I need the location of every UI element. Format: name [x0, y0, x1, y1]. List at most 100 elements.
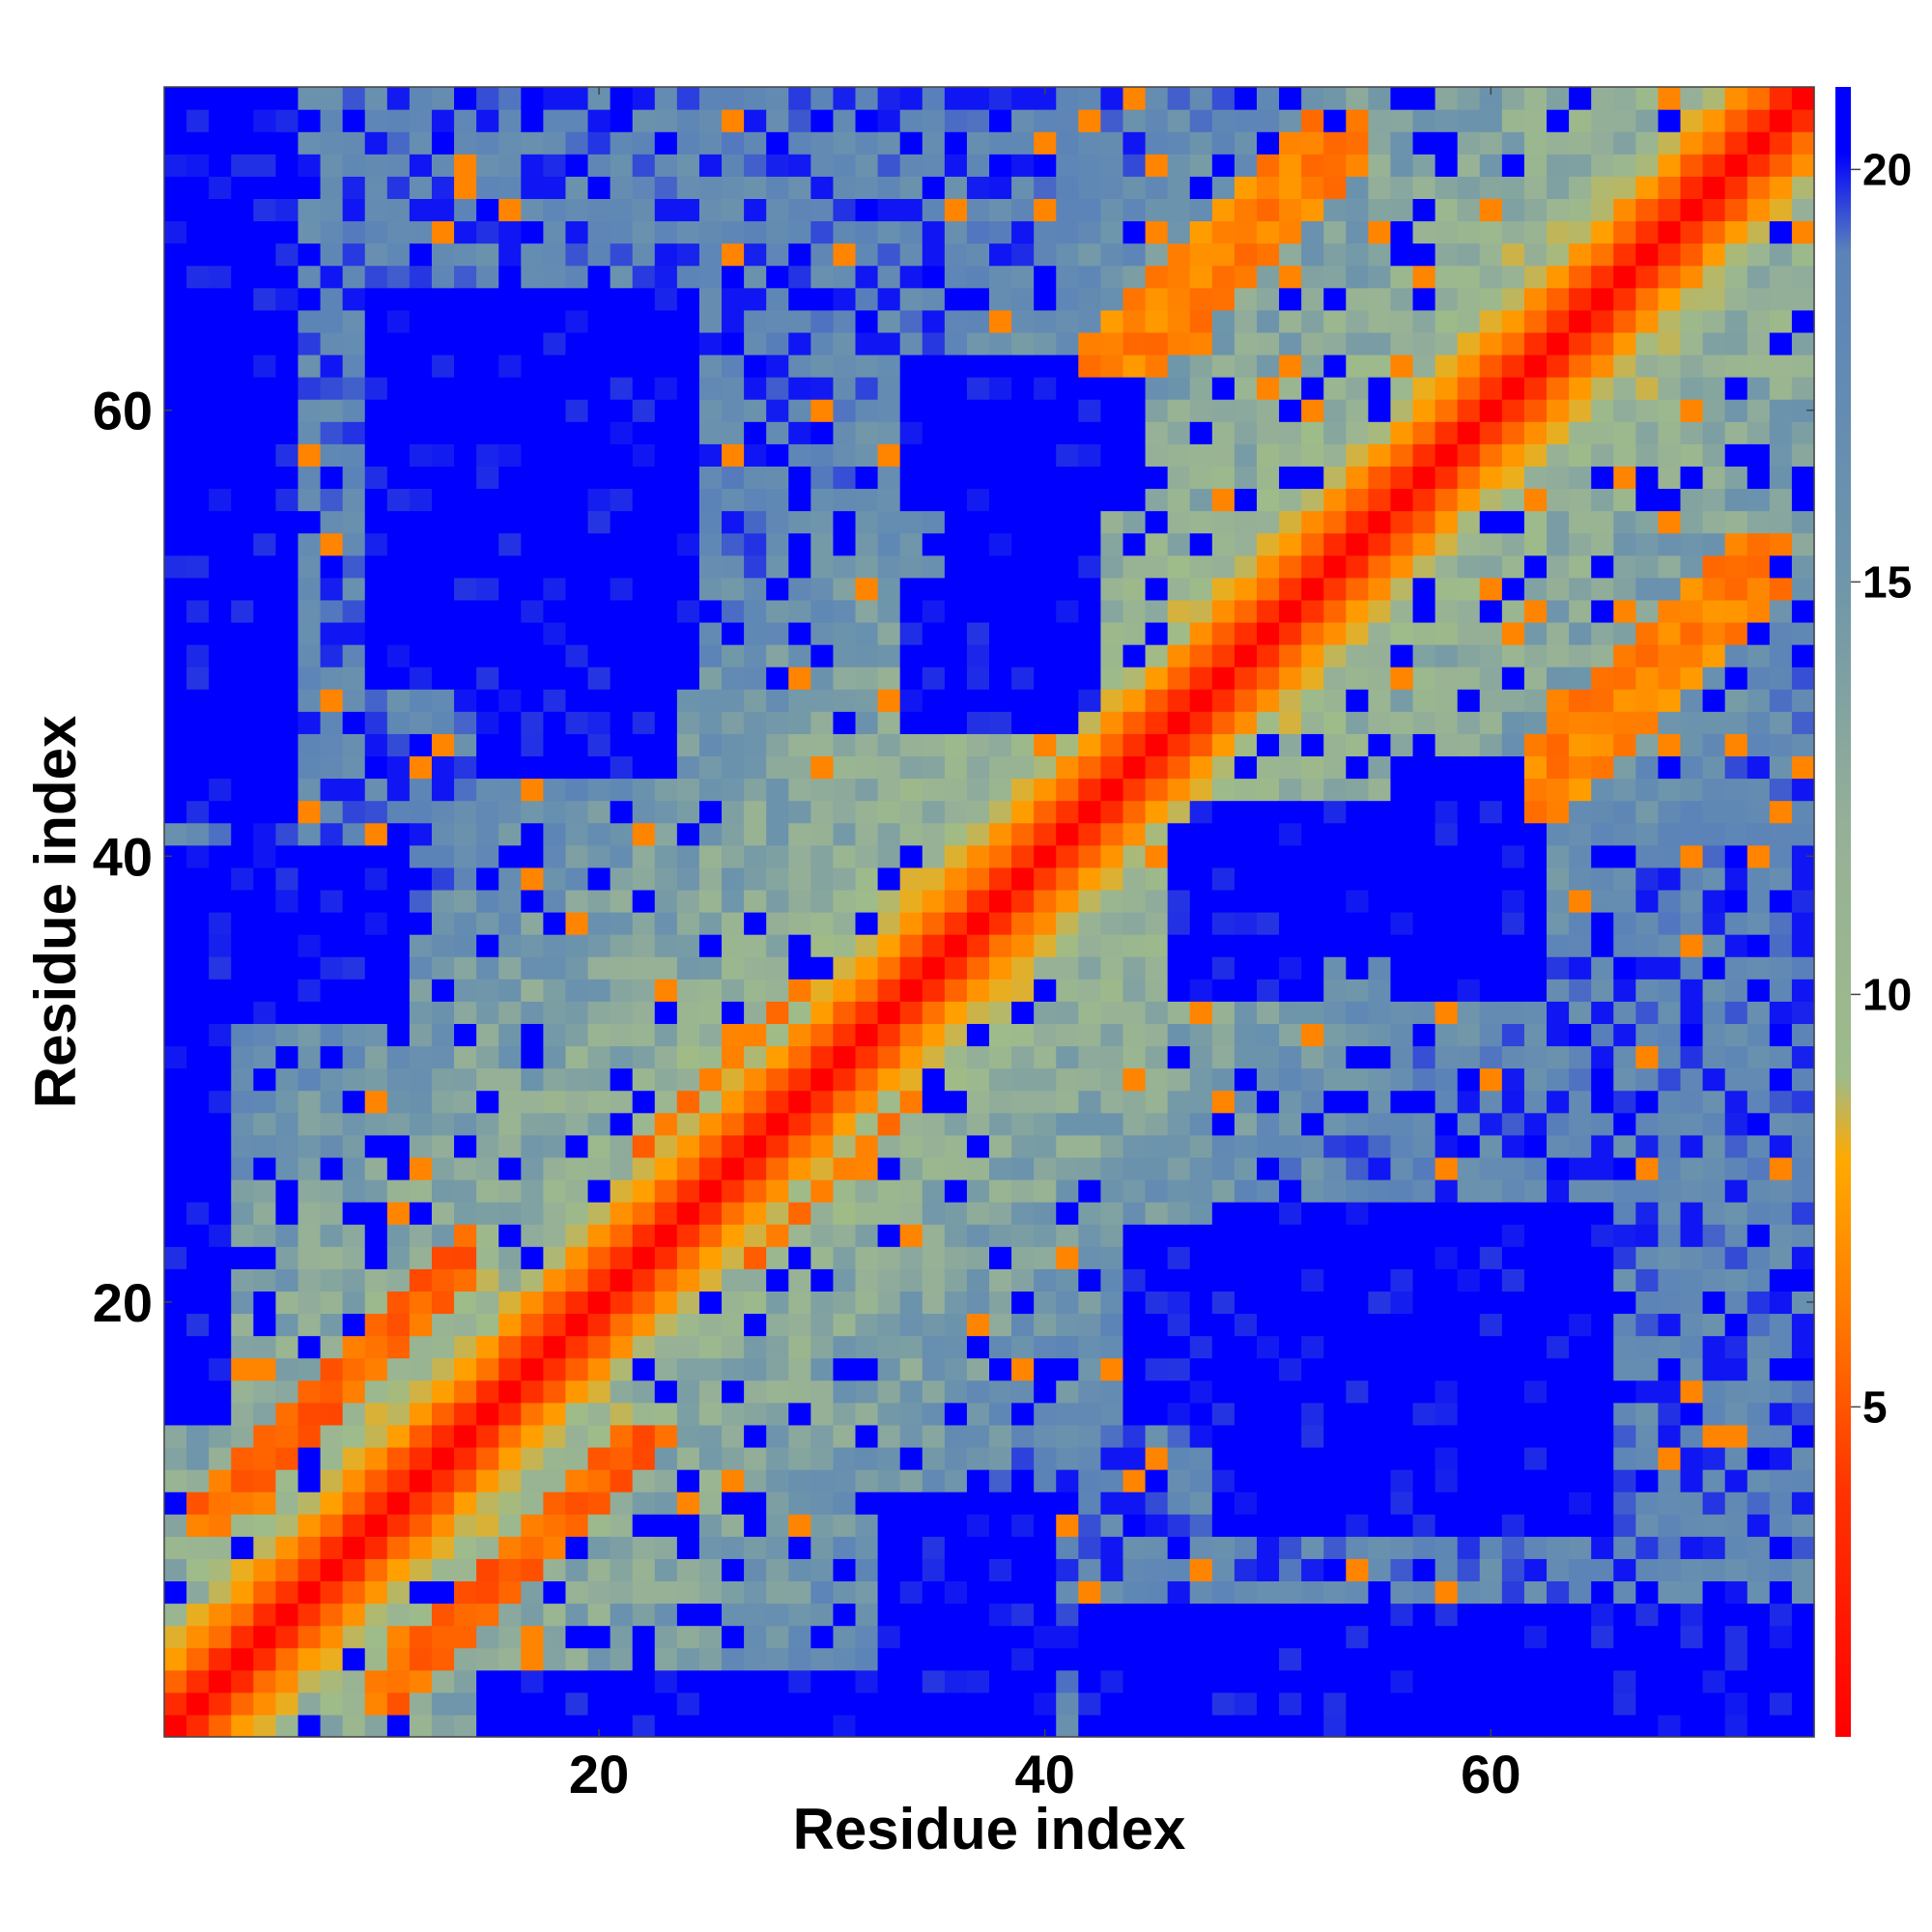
heatmap-cell	[744, 1112, 767, 1136]
heatmap-cell	[1569, 822, 1592, 846]
heatmap-cell	[1078, 577, 1101, 601]
heatmap-cell	[766, 1379, 789, 1404]
heatmap-cell	[1256, 1469, 1280, 1492]
heatmap-cell	[565, 1514, 589, 1537]
heatmap-cell	[186, 1647, 210, 1671]
heatmap-cell	[610, 309, 634, 333]
heatmap-cell	[454, 1134, 477, 1158]
heatmap-cell	[1523, 87, 1548, 110]
heatmap-cell	[810, 621, 835, 645]
heatmap-cell	[788, 176, 811, 199]
heatmap-cell	[298, 1647, 322, 1671]
heatmap-cell	[320, 934, 344, 957]
heatmap-cell	[386, 1625, 411, 1649]
heatmap-cell	[587, 1580, 611, 1605]
heatmap-cell	[989, 1357, 1012, 1381]
heatmap-cell	[1122, 621, 1147, 645]
heatmap-cell	[543, 667, 567, 690]
heatmap-cell	[1523, 331, 1548, 355]
heatmap-cell	[1569, 1179, 1592, 1203]
heatmap-cell	[744, 466, 767, 490]
heatmap-cell	[1034, 1536, 1057, 1559]
heatmap-cell	[1122, 979, 1147, 1002]
heatmap-cell	[364, 577, 388, 601]
heatmap-cell	[632, 1112, 656, 1136]
heatmap-cell	[164, 621, 187, 645]
heatmap-cell	[1122, 154, 1147, 177]
heatmap-cell	[186, 1179, 210, 1203]
heatmap-cell	[1435, 1045, 1459, 1069]
heatmap-cell	[1234, 131, 1258, 155]
heatmap-cell	[632, 778, 656, 802]
heatmap-cell	[498, 1625, 522, 1649]
heatmap-cell	[1011, 399, 1035, 422]
heatmap-cell	[788, 934, 811, 957]
heatmap-cell	[1501, 1335, 1525, 1359]
heatmap-cell	[1435, 377, 1459, 400]
heatmap-cell	[1501, 331, 1525, 355]
heatmap-cell	[1412, 800, 1436, 824]
heatmap-cell	[231, 979, 254, 1002]
heatmap-cell	[498, 1067, 522, 1092]
heatmap-cell	[209, 1669, 232, 1693]
heatmap-cell	[1501, 667, 1525, 690]
heatmap-cell	[944, 1446, 968, 1470]
heatmap-cell	[722, 1446, 745, 1470]
heatmap-cell	[1368, 1291, 1392, 1315]
heatmap-cell	[899, 331, 923, 355]
heatmap-cell	[1301, 109, 1324, 132]
heatmap-cell	[386, 711, 411, 734]
heatmap-cell	[320, 1647, 344, 1671]
heatmap-cell	[989, 711, 1012, 734]
heatmap-cell	[386, 1067, 411, 1092]
heatmap-cell	[1011, 1402, 1035, 1426]
heatmap-cell	[409, 755, 433, 780]
heatmap-cell	[476, 87, 499, 110]
heatmap-cell	[698, 1179, 723, 1203]
heatmap-cell	[1523, 867, 1548, 891]
heatmap-cell	[1234, 733, 1258, 757]
heatmap-cell	[1501, 1469, 1525, 1492]
heatmap-cell	[253, 176, 276, 199]
heatmap-cell	[1011, 87, 1035, 110]
heatmap-cell	[722, 1514, 745, 1537]
heatmap-cell	[1501, 532, 1525, 556]
heatmap-cell	[744, 109, 767, 132]
heatmap-cell	[1078, 1669, 1101, 1693]
heatmap-cell	[1635, 1001, 1660, 1024]
heatmap-cell	[543, 220, 567, 244]
heatmap-cell	[1323, 1202, 1347, 1225]
heatmap-cell	[1056, 1625, 1079, 1649]
heatmap-cell	[877, 220, 901, 244]
heatmap-cell	[1011, 109, 1035, 132]
heatmap-cell	[1256, 755, 1280, 780]
heatmap-cell	[1346, 466, 1369, 490]
heatmap-cell	[1301, 1469, 1324, 1492]
heatmap-cell	[409, 956, 433, 980]
heatmap-cell	[944, 778, 968, 802]
heatmap-cell	[610, 287, 634, 311]
heatmap-cell	[810, 1714, 835, 1738]
heatmap-cell	[1211, 1714, 1236, 1738]
heatmap-cell	[989, 1558, 1012, 1582]
heatmap-cell	[1412, 1691, 1436, 1716]
heatmap-cell	[966, 1134, 990, 1158]
heatmap-cell	[610, 1603, 634, 1627]
heatmap-cell	[253, 421, 276, 444]
heatmap-cell	[1635, 1514, 1660, 1537]
heatmap-cell	[1523, 1558, 1548, 1582]
heatmap-cell	[788, 354, 811, 378]
heatmap-cell	[788, 1268, 811, 1292]
heatmap-cell	[810, 1179, 835, 1203]
heatmap-cell	[1591, 1402, 1614, 1426]
heatmap-cell	[1122, 242, 1147, 267]
heatmap-cell	[1256, 1714, 1280, 1738]
heatmap-cell	[833, 242, 857, 267]
heatmap-cell	[164, 1669, 187, 1693]
heatmap-cell	[431, 1001, 455, 1024]
heatmap-cell	[1279, 87, 1302, 110]
heatmap-cell	[1547, 377, 1570, 400]
heatmap-cell	[810, 1335, 835, 1359]
heatmap-cell	[698, 711, 723, 734]
heatmap-cell	[1234, 1179, 1258, 1203]
